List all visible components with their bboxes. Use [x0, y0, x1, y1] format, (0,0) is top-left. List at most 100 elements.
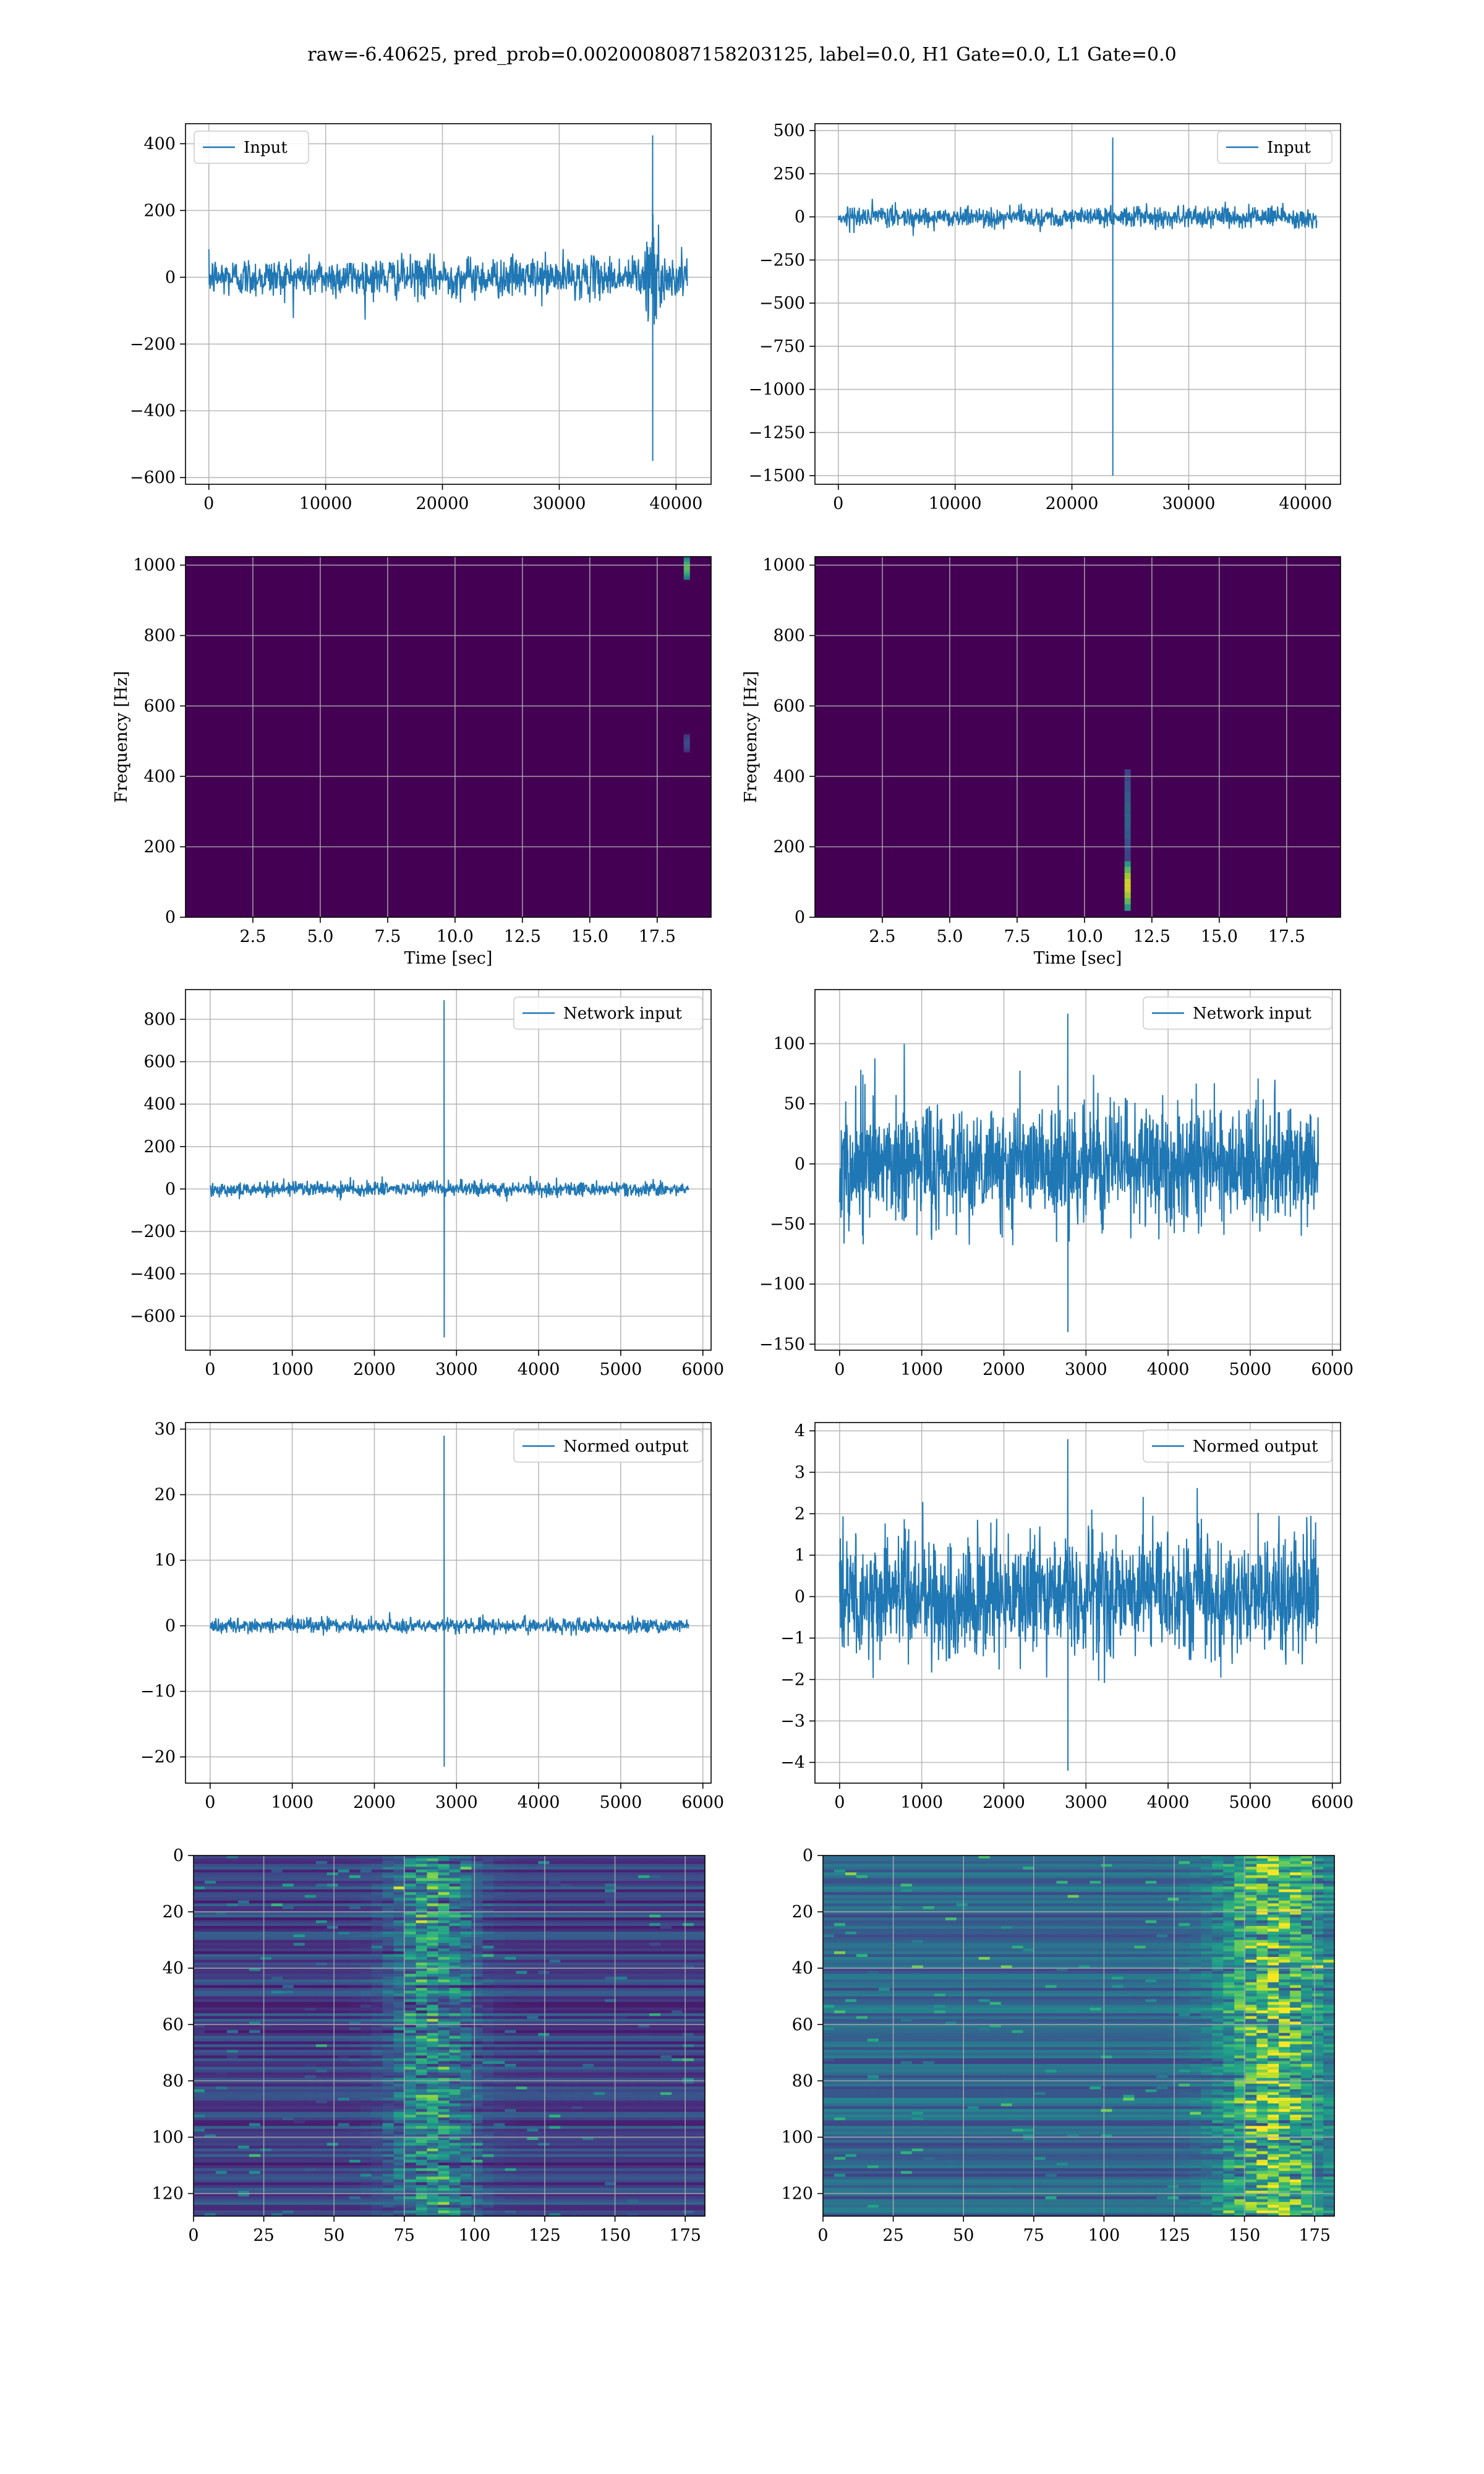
heatmap-cell	[237, 1881, 250, 1885]
heatmap-cell	[516, 2030, 527, 2034]
heatmap-cell	[438, 1943, 450, 1946]
heatmap-cell	[338, 2123, 350, 2126]
heatmap-cell	[538, 1988, 550, 1992]
heatmap-cell	[315, 1875, 328, 1879]
heatmap-cell	[460, 1869, 472, 1873]
heatmap-cell	[516, 2021, 527, 2025]
x-tick-label: 4000	[1147, 1360, 1190, 1379]
heatmap-cell	[427, 1903, 439, 1907]
heatmap-cell	[338, 2134, 350, 2138]
heatmap-cell	[293, 2103, 305, 2107]
heatmap-cell	[226, 2095, 239, 2099]
heatmap-cell	[516, 2106, 527, 2110]
heatmap-cell	[393, 1954, 406, 1958]
heatmap-cell	[471, 1996, 484, 2000]
heatmap-cell	[516, 1999, 527, 2003]
heatmap-cell	[605, 2050, 616, 2053]
heatmap-cell	[315, 1886, 328, 1890]
heatmap-cell	[338, 2100, 350, 2104]
heatmap-cell	[438, 2019, 450, 2022]
heatmap-cell	[538, 1856, 550, 1859]
heatmap-cell	[605, 1974, 616, 1977]
heatmap-cell	[315, 2131, 328, 2135]
heatmap-cell	[471, 2081, 484, 2084]
heatmap-cell	[627, 1974, 639, 1977]
heatmap-cell	[326, 2016, 339, 2019]
heatmap-cell	[582, 2078, 594, 2081]
heatmap-cell	[338, 1894, 350, 1898]
heatmap-cell	[482, 1920, 494, 1924]
heatmap-cell	[571, 1889, 583, 1893]
heatmap-cell	[438, 2131, 450, 2135]
heatmap-cell	[216, 1906, 228, 1910]
heatmap-cell	[360, 2075, 372, 2079]
heatmap-cell	[549, 1974, 561, 1977]
heatmap-cell	[493, 2052, 505, 2056]
heatmap-cell	[594, 2027, 605, 2031]
heatmap-cell	[304, 1932, 317, 1935]
heatmap-cell	[582, 2117, 594, 2121]
heatmap-cell	[505, 1881, 516, 1885]
heatmap-cell	[683, 2010, 694, 2014]
heatmap-cell	[616, 1909, 628, 1912]
heatmap-cell	[360, 1999, 372, 2003]
heatmap-cell	[672, 1974, 683, 1977]
heatmap-cell	[449, 2013, 461, 2017]
heatmap-cell	[205, 2019, 216, 2022]
heatmap-cell	[282, 1979, 294, 1983]
heatmap-cell	[571, 1932, 583, 1935]
heatmap-cell	[315, 2052, 328, 2056]
heatmap-cell	[271, 1932, 283, 1935]
heatmap-cell	[460, 1988, 472, 1992]
heatmap-cell	[660, 1903, 672, 1907]
heatmap-cell	[416, 2086, 428, 2090]
heatmap-cell	[482, 1985, 494, 1988]
heatmap-cell	[571, 1996, 583, 2000]
heatmap-cell	[616, 2019, 628, 2022]
heatmap-cell	[304, 2072, 317, 2076]
heatmap-cell	[271, 1925, 283, 1930]
heatmap-cell	[549, 2106, 561, 2110]
heatmap-cell	[571, 2058, 583, 2062]
heatmap-cell	[605, 2055, 616, 2059]
heatmap-cell	[260, 1928, 272, 1932]
heatmap-cell	[660, 1875, 672, 1879]
heatmap-cell	[660, 1925, 672, 1930]
heatmap-cell	[438, 2097, 450, 2101]
heatmap-cell	[460, 1951, 472, 1955]
heatmap-cell	[549, 2089, 561, 2093]
y-tick-label: −150	[759, 1335, 805, 1354]
heatmap-cell	[471, 1934, 484, 1938]
heatmap-cell	[205, 1976, 216, 1980]
heatmap-cell	[627, 2131, 639, 2135]
heatmap-cell	[293, 1914, 305, 1918]
heatmap-cell	[205, 2123, 216, 2126]
heatmap-cell	[449, 2035, 461, 2039]
heatmap-cell	[438, 1883, 450, 1887]
heatmap-cell	[660, 1917, 672, 1921]
heatmap-cell	[449, 1900, 461, 1904]
heatmap-cell	[282, 2024, 294, 2028]
heatmap-cell	[605, 2106, 616, 2110]
heatmap-cell	[471, 2100, 484, 2104]
heatmap-cell	[304, 2120, 317, 2124]
heatmap-cell	[660, 1906, 672, 1910]
heatmap-cell	[293, 1878, 305, 1881]
heatmap-cell	[404, 1875, 417, 1879]
heatmap-cell	[493, 1864, 505, 1867]
heatmap-cell	[282, 1858, 294, 1862]
heatmap-cell	[560, 2086, 572, 2090]
heatmap-cell	[683, 1875, 694, 1879]
heatmap-cell	[249, 2027, 261, 2031]
heatmap-cell	[360, 2064, 372, 2068]
heatmap-cell	[582, 1965, 594, 1969]
heatmap-cell	[315, 1925, 328, 1930]
heatmap-cell	[304, 2112, 317, 2115]
heatmap-cell	[594, 1940, 605, 1943]
heatmap-cell	[449, 2055, 461, 2059]
heatmap-cell	[226, 2001, 239, 2005]
heatmap-cell	[683, 2123, 694, 2126]
heatmap-cell	[471, 2072, 484, 2076]
heatmap-cell	[605, 1957, 616, 1961]
heatmap-cell	[683, 2005, 694, 2008]
